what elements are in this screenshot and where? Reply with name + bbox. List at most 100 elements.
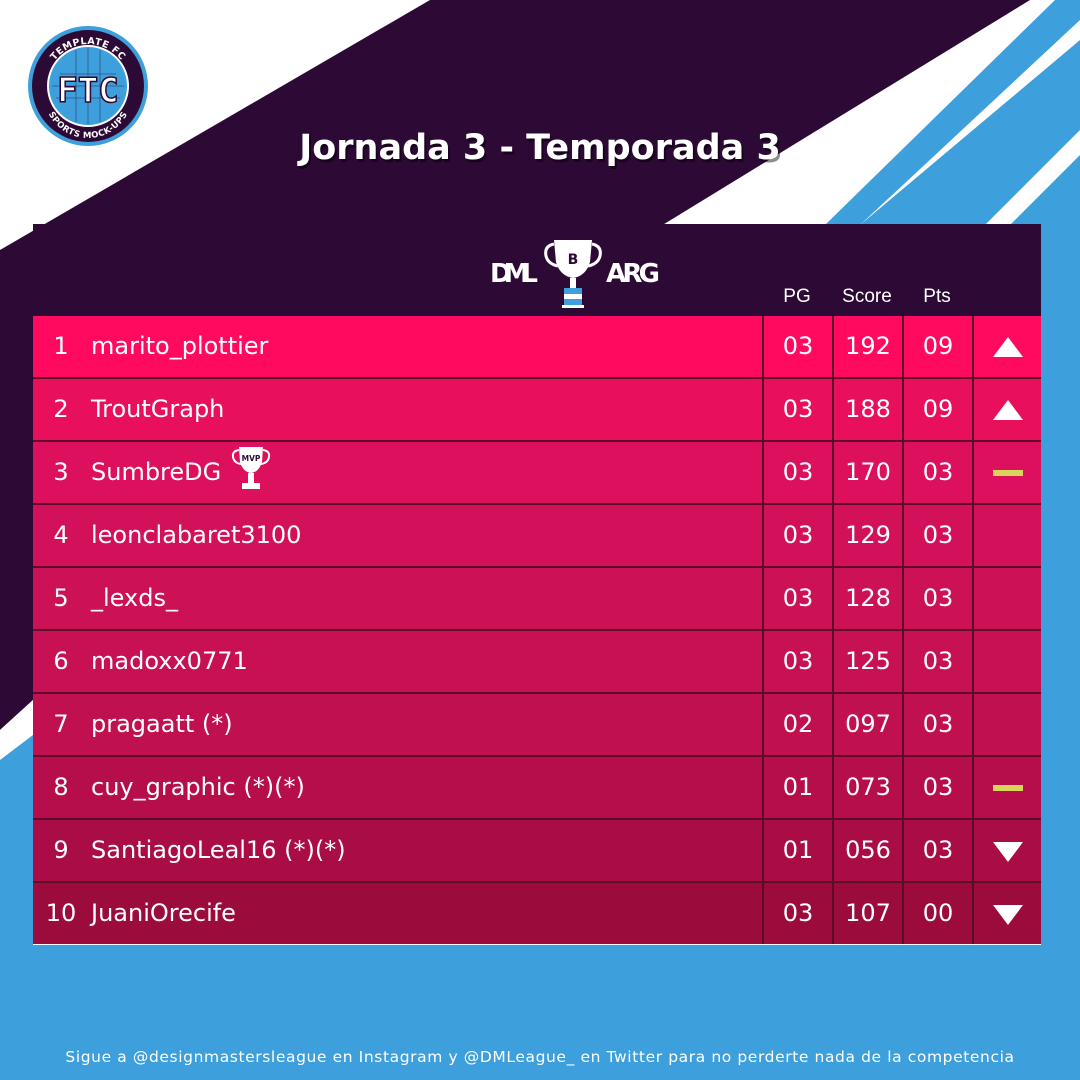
trend-cell [972, 631, 1043, 692]
table-row: 3 SumbreDG MVP 03 170 03 [33, 442, 1041, 505]
position-number: 9 [53, 836, 69, 864]
table-row: 1 marito_plottier 03 192 09 [33, 316, 1041, 379]
score-value: 097 [832, 694, 902, 755]
games-won-value: 01 [762, 820, 832, 881]
trend-down-icon [993, 842, 1023, 862]
games-won-value: 03 [762, 505, 832, 566]
games-won-value: 03 [762, 442, 832, 503]
player-name-text: JuaniOrecife [91, 899, 236, 927]
player-name-text: SumbreDG [91, 458, 222, 486]
logo-monogram: FTC [57, 71, 118, 111]
player-name: _lexds_ [91, 568, 731, 629]
player-name-text: _lexds_ [91, 584, 178, 612]
player-name: madoxx0771 [91, 631, 731, 692]
player-name-text: pragaatt (*) [91, 710, 233, 738]
score-value: 107 [832, 883, 902, 944]
score-value: 125 [832, 631, 902, 692]
table-row: 8 cuy_graphic (*)(*) 01 073 03 [33, 757, 1041, 820]
score-value: 192 [832, 316, 902, 377]
score-value: 128 [832, 568, 902, 629]
column-header-pg: PG [783, 286, 811, 307]
cup-letter: B [568, 252, 579, 268]
page-title: Jornada 3 - Temporada 3 [299, 128, 781, 168]
table-row: 4 leonclabaret3100 03 129 03 [33, 505, 1041, 568]
column-header-score: Score [842, 286, 892, 307]
points-value: 03 [902, 757, 972, 818]
league-logo: DML B ARG [490, 240, 660, 308]
points-value: 03 [902, 505, 972, 566]
table-row: 2 TroutGraph 03 188 09 [33, 379, 1041, 442]
trend-same-icon [993, 470, 1023, 476]
points-value: 03 [902, 631, 972, 692]
position-number: 5 [53, 584, 69, 612]
table-row: 7 pragaatt (*) 02 097 03 [33, 694, 1041, 757]
score-value: 188 [832, 379, 902, 440]
points-value: 03 [902, 694, 972, 755]
position-number: 1 [53, 332, 69, 360]
position-number: 4 [53, 521, 69, 549]
table-header: DML B ARG PG Score Pts [33, 224, 1041, 316]
trend-cell [972, 568, 1043, 629]
games-won-value: 03 [762, 631, 832, 692]
points-value: 03 [902, 820, 972, 881]
position-number: 2 [53, 395, 69, 423]
table-row: 6 madoxx0771 03 125 03 [33, 631, 1041, 694]
player-name: JuaniOrecife [91, 883, 731, 944]
player-name: SantiagoLeal16 (*)(*) [91, 820, 731, 881]
standings-table: 1 marito_plottier 03 192 09 2 TroutGraph 03 188 0… [33, 316, 1041, 944]
player-name-text: leonclabaret3100 [91, 521, 302, 549]
games-won-value: 03 [762, 316, 832, 377]
points-value: 09 [902, 379, 972, 440]
trend-cell [972, 316, 1043, 377]
points-value: 03 [902, 442, 972, 503]
table-row: 9 SantiagoLeal16 (*)(*) 01 056 03 [33, 820, 1041, 883]
league-right-text: ARG [606, 259, 660, 289]
trend-cell [972, 442, 1043, 503]
position-number: 8 [53, 773, 69, 801]
player-name-text: cuy_graphic (*)(*) [91, 773, 305, 801]
position-number: 7 [53, 710, 69, 738]
trend-cell [972, 505, 1043, 566]
mvp-trophy-icon: MVP [232, 447, 271, 489]
player-name: pragaatt (*) [91, 694, 731, 755]
trend-cell [972, 820, 1043, 881]
player-name-text: SantiagoLeal16 (*)(*) [91, 836, 346, 864]
score-value: 056 [832, 820, 902, 881]
column-header-pts: Pts [923, 286, 951, 307]
mvp-label: MVP [242, 454, 261, 463]
player-name: TroutGraph [91, 379, 731, 440]
games-won-value: 03 [762, 568, 832, 629]
trend-cell [972, 883, 1043, 944]
points-value: 03 [902, 568, 972, 629]
score-value: 129 [832, 505, 902, 566]
player-name: leonclabaret3100 [91, 505, 731, 566]
league-cup-icon: B [544, 240, 602, 308]
position-number: 6 [53, 647, 69, 675]
position-number: 10 [45, 899, 77, 927]
games-won-value: 03 [762, 883, 832, 944]
trend-cell [972, 757, 1043, 818]
score-value: 170 [832, 442, 902, 503]
player-name: cuy_graphic (*)(*) [91, 757, 731, 818]
footer-text: Sigue a @designmastersleague en Instagra… [65, 1048, 1015, 1066]
score-value: 073 [832, 757, 902, 818]
league-left-text: DML [490, 259, 538, 289]
trend-up-icon [993, 400, 1023, 420]
games-won-value: 02 [762, 694, 832, 755]
trend-down-icon [993, 905, 1023, 925]
player-name: marito_plottier [91, 316, 731, 377]
trend-cell [972, 694, 1043, 755]
club-logo: FTC TEMPLATE FC SPORTS MOCK-UPS [28, 26, 148, 146]
games-won-value: 01 [762, 757, 832, 818]
player-name-text: madoxx0771 [91, 647, 248, 675]
player-name: SumbreDG MVP [91, 442, 731, 503]
trend-up-icon [993, 337, 1023, 357]
position-number: 3 [53, 458, 69, 486]
games-won-value: 03 [762, 379, 832, 440]
trend-cell [972, 379, 1043, 440]
player-name-text: TroutGraph [91, 395, 225, 423]
points-value: 00 [902, 883, 972, 944]
points-value: 09 [902, 316, 972, 377]
table-row: 10 JuaniOrecife 03 107 00 [33, 883, 1041, 944]
